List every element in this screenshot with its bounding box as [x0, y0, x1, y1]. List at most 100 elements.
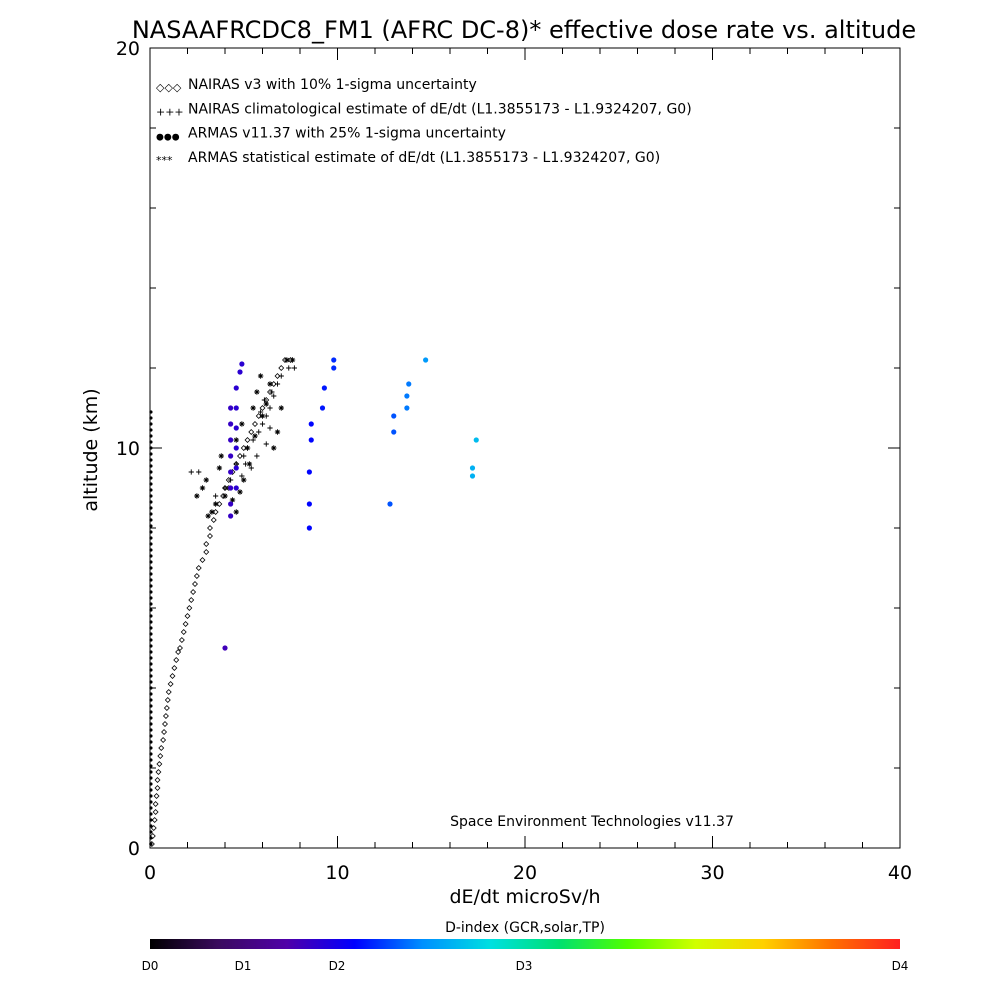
armas-statistical-point [257, 373, 264, 379]
nairas-v3-point [199, 557, 206, 563]
nairas-v3-point [190, 589, 197, 595]
nairas-climatological-point [259, 421, 266, 427]
nairas-v3-point [164, 697, 171, 703]
armas-baseline-point [149, 566, 153, 570]
armas-baseline-point [149, 830, 153, 834]
armas-statistical-point [216, 465, 223, 471]
armas-baseline-point [149, 500, 153, 504]
armas-point [228, 469, 234, 475]
nairas-v3-point [207, 525, 213, 531]
y-axis-label: altitude (km) [80, 388, 102, 511]
armas-point [469, 473, 476, 479]
armas-baseline-point [149, 722, 153, 726]
armas-statistical-point [241, 477, 247, 483]
armas-baseline-point [149, 716, 153, 720]
nairas-v3-point [203, 549, 210, 555]
nairas-climatological-point [271, 393, 277, 399]
armas-point [228, 437, 234, 443]
legend-symbol: ●●● [156, 133, 180, 143]
armas-baseline-point [149, 782, 153, 786]
armas-baseline-point [149, 584, 153, 588]
x-tick-labels: 0 10 20 30 40 [144, 862, 912, 884]
nairas-climatological-point [196, 469, 202, 475]
armas-statistical-point [229, 497, 236, 503]
x-tick-label: 40 [888, 862, 912, 884]
armas-baseline-point [149, 572, 153, 576]
armas-point [222, 645, 228, 651]
armas-baseline-point [149, 524, 153, 528]
armas-point [228, 453, 234, 459]
x-tick-label: 0 [144, 862, 156, 884]
armas-statistical-point [263, 401, 269, 407]
armas-baseline-point [149, 794, 153, 798]
nairas-v3-point [212, 509, 219, 515]
x-tick-label: 30 [700, 862, 724, 884]
armas-baseline-point [149, 638, 153, 642]
armas-point [391, 429, 397, 435]
nairas-v3-point [167, 681, 174, 687]
armas-baseline-point [149, 698, 153, 702]
armas-statistical-point [233, 437, 239, 443]
nairas-v3-point [154, 785, 161, 791]
armas-point [306, 501, 312, 507]
nairas-v3-point [158, 745, 165, 751]
armas-statistical-point [289, 357, 296, 363]
armas-baseline-point [149, 656, 153, 660]
nairas-v3-point [180, 629, 187, 635]
plot-frame [149, 47, 901, 849]
armas-baseline-point [149, 476, 153, 480]
nairas-v3-point [270, 381, 277, 387]
armas-baseline-point [149, 704, 153, 708]
armas-point [233, 485, 239, 491]
armas-point [233, 465, 239, 471]
armas-baseline-point [149, 812, 153, 816]
armas-statistical-point [278, 405, 284, 411]
armas-point [473, 437, 479, 443]
data-marks [148, 357, 479, 847]
armas-statistical-point [194, 493, 200, 499]
legend-label: ARMAS v11.37 with 25% 1-sigma uncertaint… [188, 126, 506, 142]
armas-baseline-point [149, 818, 153, 822]
armas-baseline-point [149, 422, 153, 426]
armas-point [391, 413, 397, 419]
armas-baseline-point [149, 512, 153, 516]
nairas-v3-point [173, 657, 180, 663]
armas-point [228, 405, 234, 411]
armas-baseline-point [149, 746, 153, 750]
armas-point [233, 445, 239, 451]
nairas-v3-point [152, 801, 159, 807]
nairas-v3-point [210, 517, 217, 523]
nairas-v3-point [155, 769, 162, 775]
nairas-climatological-point [258, 409, 264, 415]
armas-statistical-point [222, 493, 228, 499]
nairas-v3-point [177, 645, 183, 651]
nairas-climatological-point [291, 365, 297, 371]
armas-baseline-point [149, 590, 153, 594]
x-tick-label: 10 [325, 862, 349, 884]
nairas-v3-point [186, 605, 193, 611]
armas-statistical-point [254, 389, 260, 395]
armas-baseline-point [149, 620, 153, 624]
armas-baseline-point [149, 626, 153, 630]
legend-label: ARMAS statistical estimate of dE/dt (L1.… [188, 150, 660, 166]
armas-point [406, 381, 412, 387]
armas-statistical-point [250, 405, 256, 411]
armas-baseline-point [149, 530, 153, 534]
armas-baseline-point [149, 578, 153, 582]
nairas-climatological-point [188, 469, 194, 475]
axis-ticks [149, 47, 901, 849]
legend-symbol: +++ [156, 105, 184, 118]
nairas-climatological-point [228, 477, 234, 483]
nairas-climatological-point [239, 473, 245, 479]
armas-baseline-point [149, 668, 153, 672]
nairas-v3-point [182, 621, 189, 627]
nairas-v3-point [161, 729, 168, 735]
nairas-v3-point [157, 753, 164, 759]
armas-statistical-point [218, 453, 224, 459]
armas-statistical-point [199, 485, 206, 491]
armas-baseline-point [149, 470, 153, 474]
armas-point [387, 501, 393, 507]
legend-symbol: *** [156, 154, 173, 167]
nairas-v3-point [148, 841, 155, 847]
